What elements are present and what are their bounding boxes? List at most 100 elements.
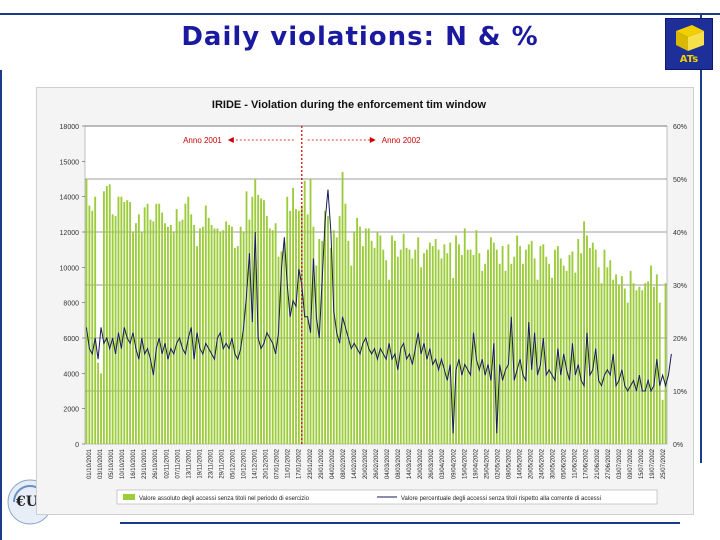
bar bbox=[658, 302, 661, 444]
bar bbox=[327, 216, 329, 444]
bar bbox=[425, 249, 428, 444]
legend-line-label: Valore percentuale degli accessi senza t… bbox=[401, 496, 601, 502]
bar bbox=[219, 232, 222, 444]
bar bbox=[318, 239, 321, 444]
bar bbox=[501, 246, 504, 444]
bar bbox=[516, 235, 519, 444]
ats-logo: ATs bbox=[665, 18, 713, 70]
bar bbox=[452, 277, 455, 444]
bar bbox=[324, 210, 327, 444]
bar bbox=[347, 240, 350, 444]
x-tick-label: 08/02/2002 bbox=[341, 448, 347, 479]
x-tick-label: 10/12/2001 bbox=[242, 448, 248, 479]
bar bbox=[460, 254, 463, 444]
bar bbox=[225, 221, 228, 444]
bar bbox=[484, 263, 487, 444]
bar bbox=[102, 191, 105, 444]
x-tick-label: 20/05/2002 bbox=[529, 448, 535, 479]
bar bbox=[169, 224, 172, 444]
bar bbox=[309, 179, 312, 444]
bar bbox=[137, 214, 140, 444]
x-tick-label: 27/06/2002 bbox=[606, 448, 612, 479]
bar bbox=[248, 219, 251, 444]
bar bbox=[146, 203, 149, 444]
bar bbox=[629, 270, 632, 444]
bar bbox=[650, 265, 652, 444]
chart-title: IRIDE - Violation during the enforcement… bbox=[212, 99, 487, 111]
bar bbox=[449, 242, 452, 444]
arrow-left-icon bbox=[227, 137, 234, 143]
right-rule bbox=[700, 13, 702, 463]
bar bbox=[356, 217, 359, 444]
bar bbox=[548, 263, 551, 444]
x-tick-label: 13/11/2001 bbox=[186, 448, 192, 478]
x-tick-label: 08/03/2002 bbox=[396, 448, 402, 479]
bar bbox=[469, 249, 472, 444]
bar bbox=[85, 179, 88, 444]
y2-tick-label: 0% bbox=[673, 442, 683, 449]
bar bbox=[175, 209, 178, 444]
x-tick-label: 16/10/2001 bbox=[131, 448, 137, 479]
x-tick-label: 20/03/2002 bbox=[418, 448, 424, 479]
y-tick-label: 12000 bbox=[60, 230, 80, 237]
bar bbox=[388, 279, 391, 444]
bar bbox=[132, 232, 134, 444]
bar bbox=[510, 263, 513, 444]
bar bbox=[335, 237, 338, 444]
bar bbox=[647, 281, 650, 444]
bar bbox=[472, 254, 475, 444]
bar bbox=[565, 270, 568, 444]
bar bbox=[519, 246, 521, 444]
bar bbox=[97, 362, 100, 444]
percentage-line bbox=[85, 189, 672, 434]
bar bbox=[524, 249, 527, 444]
bar bbox=[612, 279, 615, 444]
x-tick-label: 15/04/2002 bbox=[462, 448, 468, 479]
bar bbox=[91, 210, 94, 444]
x-tick-label: 04/03/2002 bbox=[385, 448, 391, 479]
bar bbox=[478, 253, 481, 444]
bar bbox=[399, 249, 402, 444]
x-tick-label: 29/11/2001 bbox=[220, 448, 226, 478]
x-tick-label: 02/05/2002 bbox=[495, 448, 501, 479]
bar bbox=[393, 240, 396, 444]
bar bbox=[161, 212, 164, 444]
x-tick-label: 26/10/2001 bbox=[153, 448, 159, 479]
y2-tick-label: 60% bbox=[673, 124, 687, 131]
bar bbox=[263, 200, 265, 444]
bar bbox=[644, 283, 647, 444]
bar bbox=[458, 244, 460, 444]
bar bbox=[626, 302, 629, 444]
x-tick-label: 07/01/2002 bbox=[275, 448, 281, 479]
bar bbox=[134, 223, 137, 444]
bar bbox=[236, 246, 239, 444]
bar bbox=[280, 251, 283, 444]
bar bbox=[577, 239, 580, 444]
x-tick-label: 20/12/2001 bbox=[264, 448, 270, 479]
bar bbox=[623, 288, 626, 444]
x-tick-label: 05/06/2002 bbox=[562, 448, 568, 479]
left-rule bbox=[0, 70, 2, 540]
bar bbox=[588, 247, 591, 444]
logo-text: ATs bbox=[679, 54, 699, 65]
bar bbox=[94, 196, 97, 444]
bar bbox=[487, 249, 489, 444]
y2-tick-label: 30% bbox=[673, 283, 687, 290]
x-tick-label: 19/04/2002 bbox=[473, 448, 479, 479]
bar bbox=[597, 267, 600, 444]
y-tick-label: 6000 bbox=[63, 336, 79, 343]
bar bbox=[559, 258, 562, 444]
bar bbox=[373, 247, 376, 444]
bar bbox=[466, 249, 469, 444]
x-tick-label: 03/04/2002 bbox=[440, 448, 446, 479]
bar bbox=[539, 246, 542, 444]
bar bbox=[196, 246, 198, 444]
bar bbox=[495, 249, 498, 444]
bar bbox=[504, 270, 507, 444]
bar bbox=[158, 203, 161, 444]
bar bbox=[437, 249, 440, 444]
bar bbox=[268, 228, 271, 444]
x-tick-label: 09/07/2002 bbox=[628, 448, 634, 479]
bar bbox=[431, 246, 434, 444]
bar bbox=[164, 223, 166, 444]
